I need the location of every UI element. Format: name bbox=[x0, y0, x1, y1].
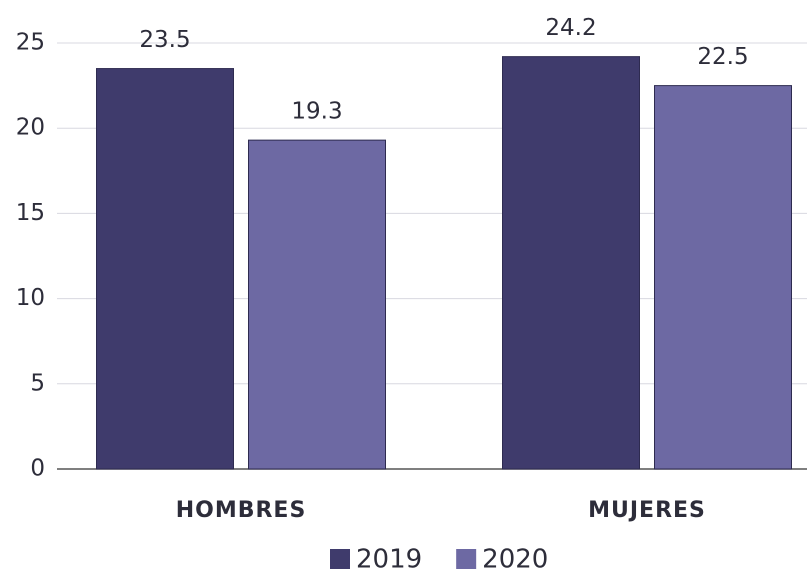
y-tick-label: 10 bbox=[16, 285, 45, 311]
y-tick-label: 20 bbox=[16, 115, 45, 141]
value-label: 24.2 bbox=[545, 15, 596, 41]
legend-label: 2020 bbox=[482, 545, 548, 575]
bar bbox=[655, 86, 792, 469]
legend-label: 2019 bbox=[356, 545, 422, 575]
value-label: 22.5 bbox=[697, 44, 748, 70]
y-tick-label: 15 bbox=[16, 200, 45, 226]
y-tick-label: 25 bbox=[16, 30, 45, 56]
bar bbox=[503, 57, 640, 469]
x-tick-label: HOMBRES bbox=[176, 498, 307, 523]
y-tick-label: 5 bbox=[30, 370, 45, 396]
y-tick-label: 0 bbox=[30, 456, 45, 482]
legend-swatch bbox=[456, 549, 476, 569]
bar bbox=[249, 140, 386, 469]
x-tick-label: MUJERES bbox=[588, 498, 706, 523]
chart: 0 5 10 15 20 25 HOMBRES 23.5 19.3 MUJERES 24.2 22.5… bbox=[0, 0, 807, 575]
legend-swatch bbox=[330, 549, 350, 569]
value-label: 23.5 bbox=[139, 27, 190, 53]
bar bbox=[97, 69, 234, 469]
value-label: 19.3 bbox=[291, 99, 342, 125]
